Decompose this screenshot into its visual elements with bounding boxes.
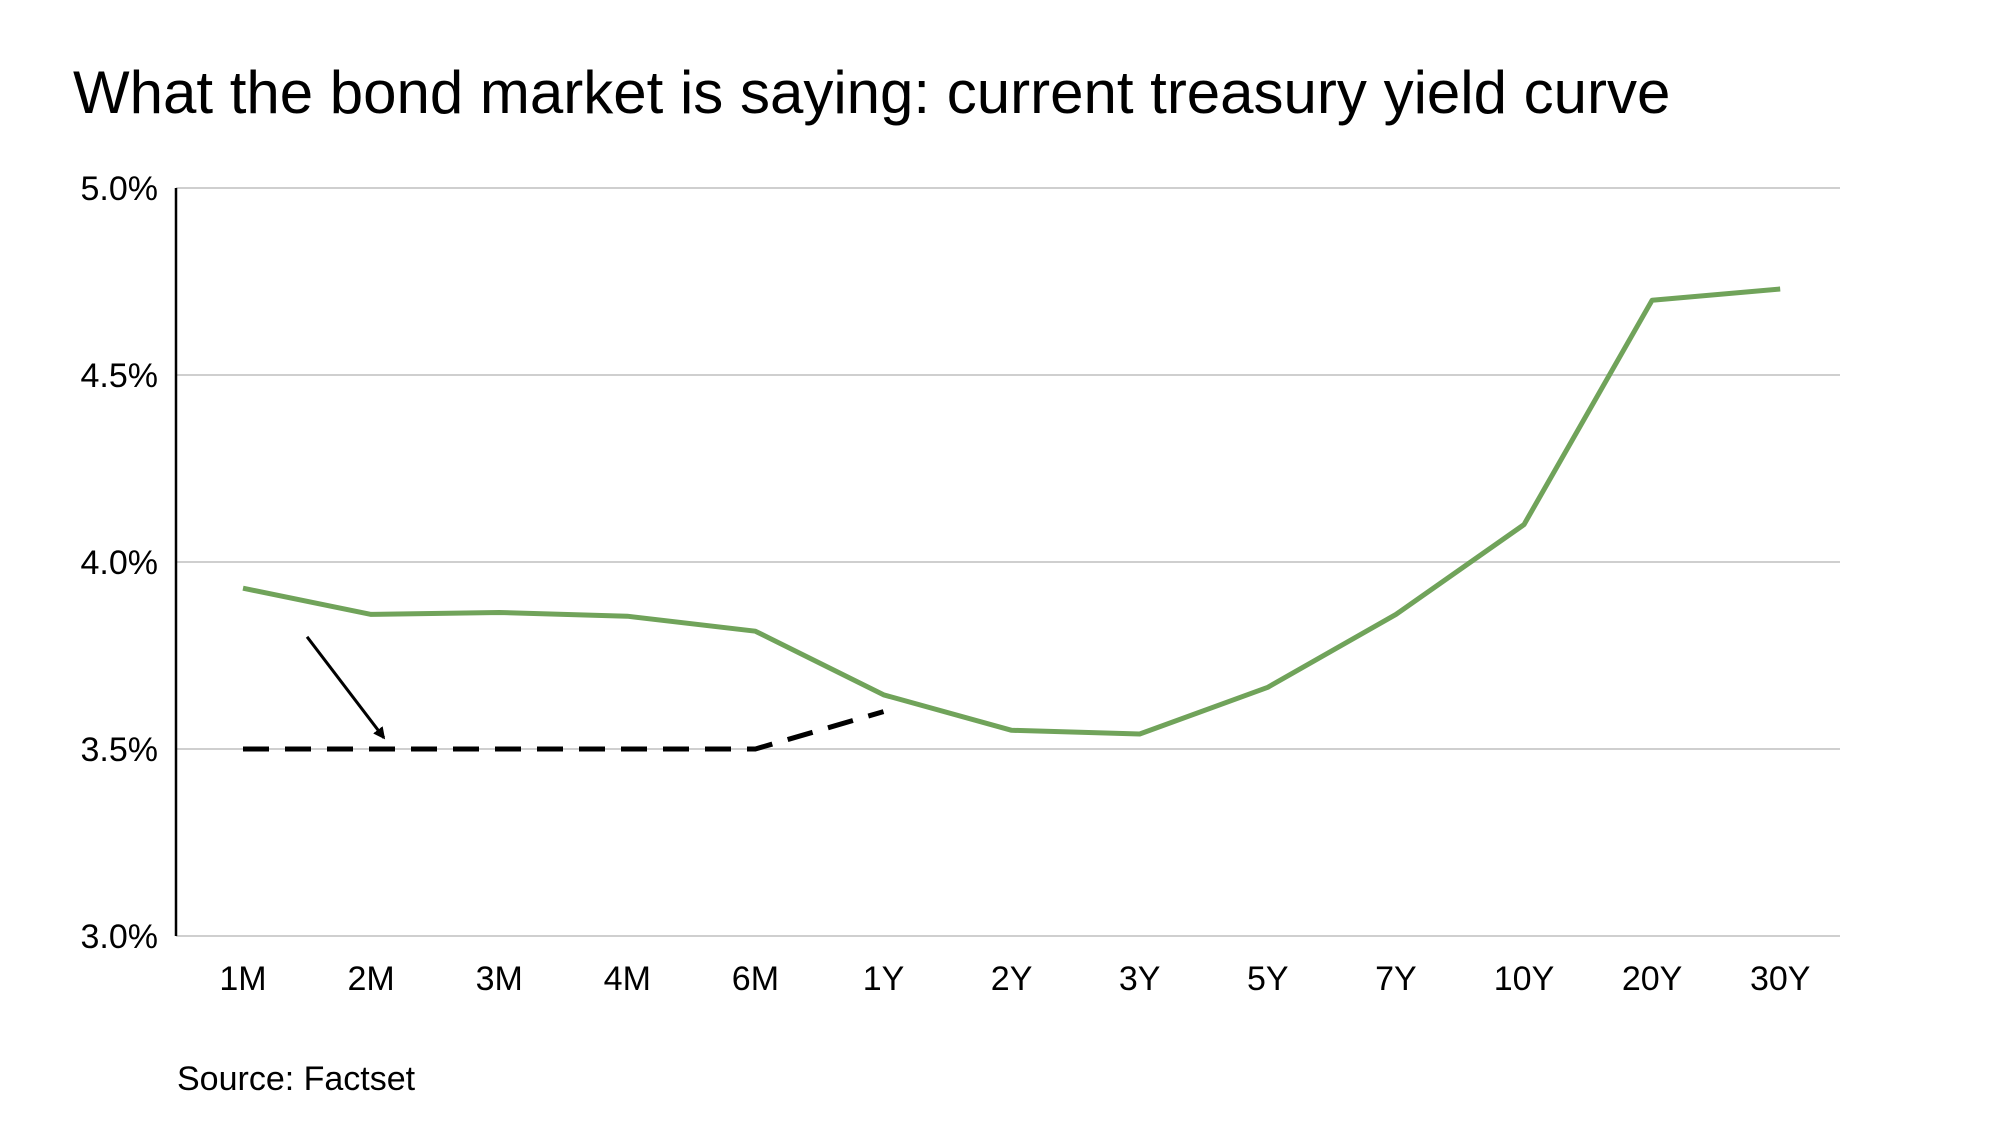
source-note: Source: Factset <box>177 1060 416 1098</box>
x-tick-label: 4M <box>604 960 651 998</box>
dashed-series-line <box>243 709 885 752</box>
x-tick-label: 3M <box>476 960 523 998</box>
y-tick-label: 4.5% <box>81 357 159 395</box>
x-tick-label: 10Y <box>1494 960 1555 998</box>
chart-title: What the bond market is saying: current … <box>73 59 1670 126</box>
x-tick-label: 3Y <box>1119 960 1161 998</box>
x-tick-label: 30Y <box>1750 960 1811 998</box>
y-tick-label: 4.0% <box>81 544 159 582</box>
yield-curve-line <box>242 286 1781 737</box>
series-lines <box>242 286 1781 752</box>
x-tick-label: 7Y <box>1375 960 1417 998</box>
x-tick-label: 20Y <box>1622 960 1683 998</box>
x-tick-label: 2M <box>347 960 394 998</box>
x-tick-label: 6M <box>732 960 779 998</box>
y-tick-label: 3.5% <box>81 731 159 769</box>
y-tick-label: 5.0% <box>81 170 159 208</box>
annotation-arrow <box>305 635 386 740</box>
y-tick-label: 3.0% <box>81 918 159 956</box>
x-tick-label: 5Y <box>1247 960 1289 998</box>
annotations <box>305 635 386 740</box>
x-tick-label: 1Y <box>863 960 905 998</box>
y-axis-tick-labels: 3.0% 3.5% 4.0% 4.5% 5.0% <box>81 170 159 956</box>
gridlines <box>176 187 1840 937</box>
x-tick-label: 1M <box>219 960 266 998</box>
x-tick-label: 2Y <box>991 960 1033 998</box>
x-axis-tick-labels: 1M 2M 3M 4M 6M 1Y 2Y 3Y 5Y 7Y 10Y 20Y 30Y <box>219 960 1810 998</box>
